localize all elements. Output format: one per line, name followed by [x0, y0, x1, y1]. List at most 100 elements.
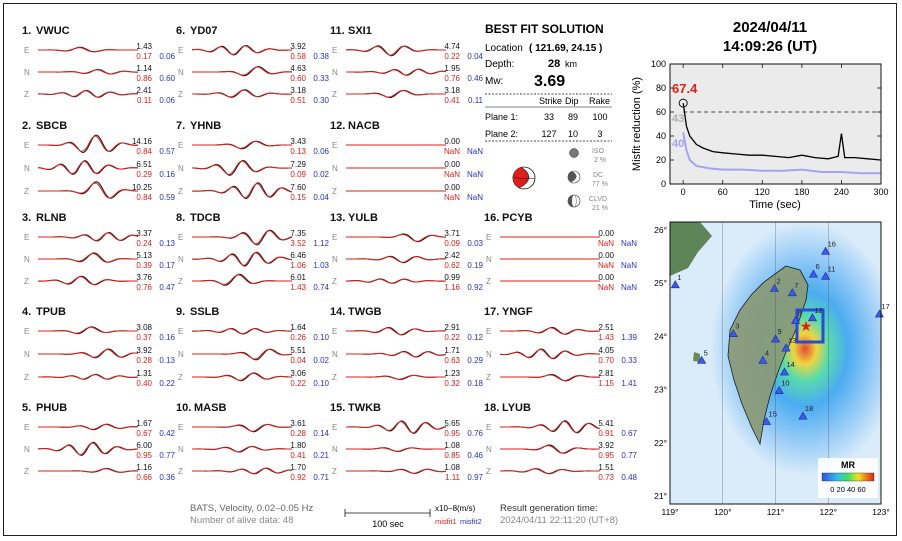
annot-misfit2-start: 40 [672, 138, 684, 150]
component-label: N [332, 445, 338, 454]
component-label: Z [24, 467, 29, 476]
misfit1-value: 0.09 [444, 239, 460, 248]
depth-unit: km [565, 59, 577, 69]
amplitude-value: 5.51 [290, 346, 306, 355]
component-label: N [24, 350, 30, 359]
footer: BATS, Velocity, 0.02–0.05 Hz Number of a… [190, 503, 618, 529]
y-tick-label: 80 [656, 83, 666, 93]
component-label: N [24, 445, 30, 454]
misfit1-value: NaN [444, 147, 460, 156]
misfit1-value: 0.91 [598, 429, 614, 438]
misfit1-value: 0.26 [290, 333, 306, 342]
misfit1-value: 0.17 [136, 52, 152, 61]
location-value: ( 121.69, 24.15 ) [529, 43, 602, 54]
amplitude-value: 6.00 [136, 441, 152, 450]
station-panel: 7. YHNB E 3.430.13 0.06 N 7.290.09 0.02 Z 7.600.1… [176, 120, 330, 202]
misfit1-value: NaN [444, 193, 460, 202]
synthetic-waveform [500, 374, 600, 382]
gen-time: 2024/04/11 22:11:20 (UT+8) [500, 515, 618, 526]
synthetic-waveform [500, 468, 600, 474]
misfit1-value: 0.41 [290, 451, 306, 460]
synthetic-waveform [37, 442, 139, 456]
footer-alive: Number of alive data: 48 [190, 515, 294, 526]
station-name: TWGB [348, 306, 382, 318]
amplitude-value: 1.31 [136, 369, 152, 378]
misfit2-value: 1.12 [313, 239, 329, 248]
station-number-label: 5 [704, 348, 708, 357]
station-panel: 6. YD07 E 3.920.58 0.38 N 4.630.60 0.33 Z 3.180.5… [176, 25, 330, 105]
station-index: 3. [22, 212, 31, 224]
station-number-label: 16 [828, 239, 836, 248]
synthetic-waveform [346, 234, 446, 242]
synthetic-waveform [192, 252, 293, 266]
station-name: YNGF [502, 306, 533, 318]
misfit2-value: 0.36 [159, 473, 175, 482]
amplitude-value: 1.08 [444, 463, 460, 472]
lat-tick-label: 22° [654, 438, 667, 448]
misfit1-value: 0.58 [290, 52, 306, 61]
misfit1-value: 0.51 [290, 96, 306, 105]
misfit2-value: 1.03 [313, 261, 329, 270]
station-panel: 4. TPUB E 3.080.37 0.16 N 3.920.28 0.13 Z 1.310.4… [22, 306, 176, 388]
misfit1-value: NaN [598, 261, 614, 270]
mr-colorbar [821, 472, 875, 482]
misfit1-value: 1.43 [290, 283, 306, 292]
component-label: Z [332, 373, 337, 382]
plane2-label: Plane 2: [485, 129, 518, 139]
component-label: E [24, 423, 29, 432]
station-triangle-icon [787, 288, 797, 297]
station-panel: 8. TDCB E 7.353.52 1.12 N 6.461.06 1.03 Z 6.011.4… [176, 212, 330, 292]
misfit1-value: 0.32 [444, 379, 460, 388]
misfit2-value: 0.77 [159, 451, 175, 460]
misfit2-value: 0.10 [313, 333, 329, 342]
lat-tick-label: 23° [654, 385, 667, 395]
amplitude-value: 4.63 [290, 64, 306, 73]
amplitude-value: 6.01 [290, 273, 306, 282]
misfit2-value: 0.06 [313, 147, 329, 156]
component-label: N [178, 164, 184, 173]
lat-tick-label: 26° [654, 225, 667, 235]
series-misfit2-line [682, 132, 881, 175]
misfit2-value: 0.17 [159, 261, 175, 270]
misfit2-value: 0.04 [467, 52, 483, 61]
misfit1-value: 3.52 [290, 239, 306, 248]
amplitude-value: 1.70 [290, 463, 306, 472]
annot-max: 67.4 [672, 81, 698, 96]
station-number-label: 11 [828, 264, 836, 273]
misfit1-value: 0.86 [136, 74, 152, 83]
synthetic-waveform [346, 327, 447, 336]
station-number-label: 8 [798, 308, 802, 317]
misfit2-value: 0.76 [467, 429, 483, 438]
component-label: N [332, 350, 338, 359]
misfit2-value: 0.02 [313, 356, 329, 365]
iso-ball-icon [569, 148, 579, 158]
synthetic-waveform [38, 135, 138, 152]
misfit1-value: 0.95 [598, 451, 614, 460]
synthetic-waveform [192, 467, 293, 475]
misfit2-value: 1.39 [621, 333, 637, 342]
component-label: Z [332, 187, 337, 196]
component-label: N [486, 350, 492, 359]
station-number-label: 6 [815, 262, 819, 271]
misfit1-value: 0.92 [290, 473, 306, 482]
amplitude-value: 1.14 [136, 64, 152, 73]
component-label: Z [178, 187, 183, 196]
synthetic-waveform [192, 160, 292, 175]
synthetic-waveform [500, 445, 600, 454]
amplitude-value: 2.81 [598, 369, 614, 378]
component-label: Z [332, 467, 337, 476]
amplitude-value: 0.00 [444, 160, 460, 169]
station-index: 12. [330, 120, 345, 132]
misfit2-value: 0.02 [313, 170, 329, 179]
location-label: Location [485, 43, 523, 54]
amplitude-value: 1.08 [444, 441, 460, 450]
station-triangle-icon [807, 313, 817, 322]
synthetic-waveform [191, 45, 293, 55]
best-fit-solution: BEST FIT SOLUTION Location ( 121.69, 24.… [485, 22, 612, 212]
station-name: VWUC [36, 25, 70, 37]
iso-label: ISO [592, 148, 605, 155]
amplitude-value: 1.95 [444, 64, 460, 73]
x-tick-label: 240 [834, 187, 849, 197]
